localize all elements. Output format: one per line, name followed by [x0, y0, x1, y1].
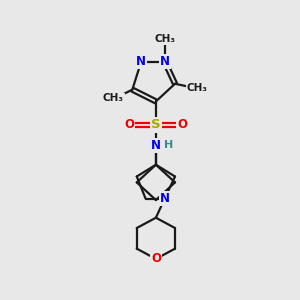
Text: N: N — [160, 55, 170, 68]
Text: CH₃: CH₃ — [187, 83, 208, 93]
Text: N: N — [136, 55, 146, 68]
Text: H: H — [164, 140, 173, 150]
Text: O: O — [177, 118, 188, 130]
Text: O: O — [151, 252, 161, 266]
Text: O: O — [124, 118, 134, 130]
Text: N: N — [151, 139, 161, 152]
Text: CH₃: CH₃ — [154, 34, 175, 44]
Text: CH₃: CH₃ — [103, 94, 124, 103]
Text: N: N — [160, 192, 170, 205]
Text: S: S — [151, 118, 161, 131]
